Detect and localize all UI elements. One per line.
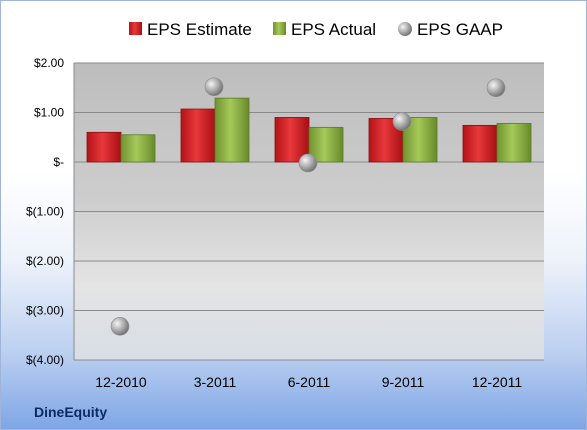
y-tick-label: $1.00: [34, 106, 64, 120]
legend-swatch: [398, 22, 412, 36]
legend-swatch: [273, 22, 286, 35]
point-eps-gaap: [392, 112, 412, 131]
y-tick-label: $-: [53, 155, 64, 169]
bar-eps-actual: [308, 126, 344, 163]
y-tick-label: $(1.00): [26, 205, 64, 219]
legend-label: EPS Estimate: [147, 20, 252, 39]
legend-swatch: [129, 22, 142, 35]
bar-eps-actual: [496, 122, 532, 163]
point-eps-gaap: [110, 317, 130, 336]
y-tick-label: $2.00: [34, 56, 64, 70]
x-tick-label: 6-2011: [288, 374, 331, 390]
x-tick-label: 9-2011: [382, 374, 425, 390]
bar-eps-actual: [214, 97, 250, 163]
legend-label: EPS GAAP: [417, 20, 503, 39]
point-eps-gaap: [298, 153, 318, 173]
x-tick-label: 12-2010: [95, 374, 147, 390]
y-tick-label: $(4.00): [26, 353, 64, 367]
point-eps-gaap: [204, 77, 224, 97]
y-tick-label: $(3.00): [26, 304, 64, 318]
point-eps-gaap: [486, 78, 506, 98]
bar-eps-estimate: [86, 131, 122, 163]
x-tick-label: 3-2011: [194, 374, 237, 390]
y-tick-label: $(2.00): [26, 254, 64, 268]
bar-eps-estimate: [462, 124, 498, 163]
company-label: DineEquity: [34, 404, 108, 420]
bar-eps-estimate: [180, 108, 216, 163]
legend-label: EPS Actual: [291, 20, 376, 39]
bar-eps-actual: [120, 134, 156, 163]
x-tick-label: 12-2011: [472, 374, 523, 390]
bar-eps-estimate: [274, 117, 310, 163]
